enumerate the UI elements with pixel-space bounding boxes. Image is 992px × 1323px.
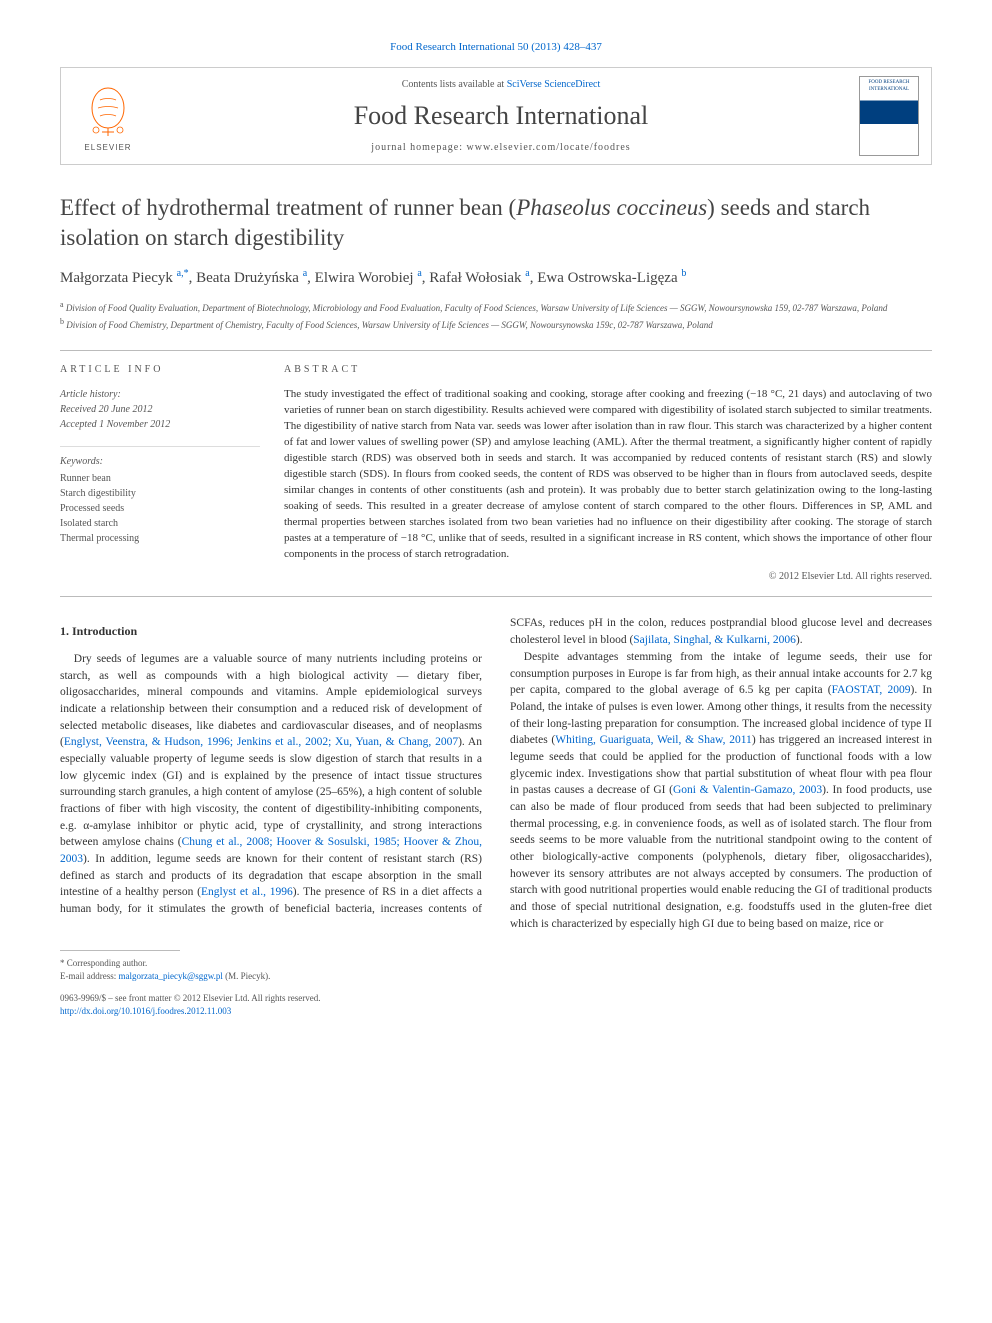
cite-goni-2003[interactable]: Goni & Valentin-Gamazo, 2003 [673, 784, 822, 796]
email-label: E-mail address: [60, 971, 118, 981]
author-4: Ewa Ostrowska-Ligęza b [537, 270, 686, 286]
keywords-label: Keywords: [60, 446, 260, 469]
abstract-column: ABSTRACT The study investigated the effe… [284, 363, 932, 584]
author-1-sup: a [303, 268, 307, 279]
corr-email-line: E-mail address: malgorzata_piecyk@sggw.p… [60, 970, 932, 983]
author-4-name: Ewa Ostrowska-Ligęza [537, 270, 677, 286]
author-2-name: Elwira Worobiej [315, 270, 414, 286]
journal-header-box: ELSEVIER Contents lists available at Sci… [60, 67, 932, 165]
email-who: (M. Piecyk). [223, 971, 271, 981]
author-0-star: * [184, 268, 189, 279]
body-columns: 1. Introduction Dry seeds of legumes are… [60, 615, 932, 932]
title-part-a: Effect of hydrothermal treatment of runn… [60, 195, 516, 220]
cite-faostat-2009[interactable]: FAOSTAT, 2009 [832, 684, 911, 696]
contents-prefix: Contents lists available at [402, 79, 507, 90]
history-accepted: Accepted 1 November 2012 [60, 417, 260, 432]
article-info-column: ARTICLE INFO Article history: Received 2… [60, 363, 260, 584]
doi-link[interactable]: http://dx.doi.org/10.1016/j.foodres.2012… [60, 1005, 932, 1018]
author-1: Beata Drużyńska a [196, 270, 307, 286]
keyword-3: Isolated starch [60, 516, 260, 531]
author-0-sup: a, [177, 268, 184, 279]
abstract-head: ABSTRACT [284, 363, 932, 377]
history-received: Received 20 June 2012 [60, 402, 260, 417]
title-italic: Phaseolus coccineus [516, 195, 707, 220]
corresponding-footnote: * Corresponding author. E-mail address: … [60, 957, 932, 982]
intro-p1b: ). An especially valuable property of le… [60, 736, 482, 848]
cite-englyst-1996[interactable]: Englyst, Veenstra, & Hudson, 1996; Jenki… [64, 736, 458, 748]
meta-row: ARTICLE INFO Article history: Received 2… [60, 350, 932, 597]
intro-heading: 1. Introduction [60, 623, 482, 640]
contents-line: Contents lists available at SciVerse Sci… [143, 78, 859, 92]
cite-whiting-2011[interactable]: Whiting, Guariguata, Weil, & Shaw, 2011 [555, 734, 752, 746]
intro-p1a: Dry seeds of legumes are a valuable sour… [60, 653, 482, 748]
elsevier-logo: ELSEVIER [73, 76, 143, 156]
keyword-1: Starch digestibility [60, 486, 260, 501]
sciencedirect-link[interactable]: SciVerse ScienceDirect [507, 79, 601, 90]
cite-sajilata-2006[interactable]: Sajilata, Singhal, & Kulkarni, 2006 [633, 634, 796, 646]
citation-header: Food Research International 50 (2013) 42… [60, 40, 932, 55]
article-info-head: ARTICLE INFO [60, 363, 260, 377]
article-title: Effect of hydrothermal treatment of runn… [60, 193, 932, 253]
abstract-copyright: © 2012 Elsevier Ltd. All rights reserved… [284, 570, 932, 584]
footnote-separator [60, 950, 180, 951]
affiliation-a-text: Division of Food Quality Evaluation, Dep… [66, 303, 888, 313]
issn-line: 0963-9969/$ – see front matter © 2012 El… [60, 992, 932, 1005]
intro-p2b: ). [796, 634, 803, 646]
intro-p3d: ). In food products, use can also be mad… [510, 784, 932, 929]
cover-thumb-title: FOOD RESEARCH INTERNATIONAL [862, 79, 916, 93]
corr-author-label: * Corresponding author. [60, 957, 932, 970]
corr-email-link[interactable]: malgorzata_piecyk@sggw.pl [118, 971, 222, 981]
intro-p3: Despite advantages stemming from the int… [510, 649, 932, 932]
authors-line: Małgorzata Piecyk a,*, Beata Drużyńska a… [60, 267, 932, 289]
author-2: Elwira Worobiej a [315, 270, 422, 286]
history-label: Article history: [60, 387, 260, 402]
keyword-0: Runner bean [60, 471, 260, 486]
keyword-4: Thermal processing [60, 531, 260, 546]
affiliations: a Division of Food Quality Evaluation, D… [60, 299, 932, 332]
homepage-line: journal homepage: www.elsevier.com/locat… [143, 141, 859, 155]
author-3-name: Rafał Wołosiak [429, 270, 521, 286]
homepage-url: www.elsevier.com/locate/foodres [467, 142, 631, 153]
author-3: Rafał Wołosiak a [429, 270, 529, 286]
author-0: Małgorzata Piecyk a,* [60, 270, 189, 286]
author-3-sup: a [525, 268, 529, 279]
author-2-sup: a [417, 268, 421, 279]
affiliation-b: b Division of Food Chemistry, Department… [60, 316, 932, 333]
homepage-prefix: journal homepage: [371, 142, 466, 153]
keywords-list: Runner bean Starch digestibility Process… [60, 471, 260, 546]
elsevier-tree-icon [78, 80, 138, 140]
cite-englyst-1996b[interactable]: Englyst et al., 1996 [201, 886, 293, 898]
author-4-sup: b [681, 268, 686, 279]
author-1-name: Beata Drużyńska [196, 270, 299, 286]
journal-cover-thumb: FOOD RESEARCH INTERNATIONAL [859, 76, 919, 156]
abstract-text: The study investigated the effect of tra… [284, 387, 932, 562]
author-0-name: Małgorzata Piecyk [60, 270, 173, 286]
affiliation-a: a Division of Food Quality Evaluation, D… [60, 299, 932, 316]
journal-name: Food Research International [143, 98, 859, 134]
header-center: Contents lists available at SciVerse Sci… [143, 78, 859, 154]
keyword-2: Processed seeds [60, 501, 260, 516]
affiliation-b-text: Division of Food Chemistry, Department o… [66, 320, 712, 330]
elsevier-logo-text: ELSEVIER [84, 142, 131, 153]
article-history: Article history: Received 20 June 2012 A… [60, 387, 260, 432]
